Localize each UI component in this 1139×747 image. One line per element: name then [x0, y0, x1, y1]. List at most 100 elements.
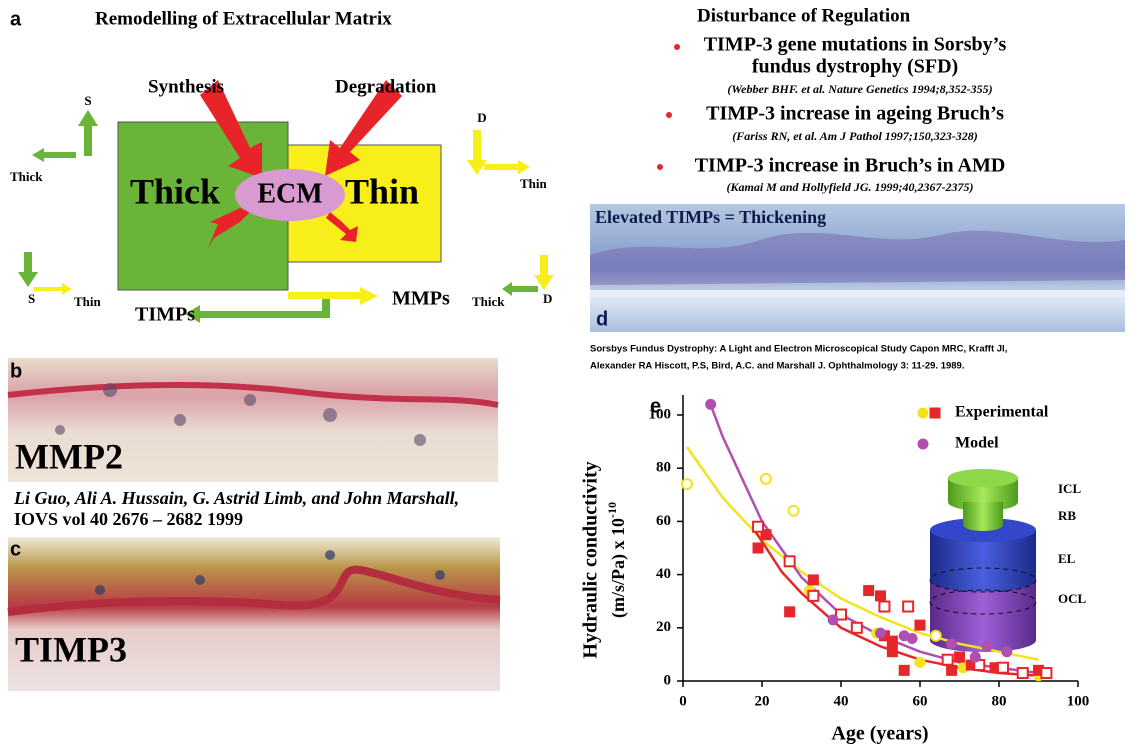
thick-label: Thick	[130, 171, 220, 211]
mmps-label: MMPs	[392, 288, 450, 310]
arrow	[18, 252, 38, 287]
s-label: S	[84, 93, 91, 108]
image-caption: Elevated TIMPs = Thickening	[595, 207, 826, 227]
y-axis-label: (m/s/Pa) x 10	[608, 518, 629, 618]
data-point	[808, 575, 818, 585]
data-point	[789, 506, 799, 516]
arrow	[484, 160, 530, 174]
data-point	[947, 639, 957, 649]
arrow	[32, 148, 76, 162]
data-point	[982, 641, 992, 651]
x-tick-label: 80	[992, 693, 1007, 709]
panel-e: e Age (years) Hydraulic conductivity (m/…	[580, 395, 1090, 745]
x-tick-label: 60	[913, 693, 928, 709]
data-point	[1018, 668, 1028, 678]
data-point	[879, 602, 889, 612]
y-tick-label: 20	[656, 619, 671, 635]
bullet-text: TIMP-3 gene mutations in Sorsby’s	[704, 34, 1007, 56]
panel-label: d	[596, 308, 608, 330]
s-label: S	[28, 291, 35, 306]
data-point	[887, 636, 897, 646]
data-point	[706, 399, 716, 409]
bullet	[666, 112, 672, 118]
bullet-text: fundus dystrophy (SFD)	[752, 56, 958, 78]
data-point	[1041, 668, 1051, 678]
data-point	[998, 663, 1008, 673]
reference: (Webber BHF. et al. Nature Genetics 1994…	[727, 82, 992, 96]
data-point	[899, 665, 909, 675]
data-point	[808, 591, 818, 601]
data-point	[753, 522, 763, 532]
data-point	[753, 543, 763, 553]
arrow	[78, 110, 98, 156]
legend-label: Model	[955, 435, 999, 452]
inset-label: OCL	[1058, 591, 1087, 606]
data-point	[785, 607, 795, 617]
panel-label: a	[10, 8, 22, 30]
reference: (Kamai M and Hollyfield JG. 1999;40,2367…	[727, 180, 974, 194]
citation: Li Guo, Ali A. Hussain, G. Astrid Limb, …	[13, 488, 459, 508]
y-axis-label: (m/s/Pa) x 10-10	[605, 502, 629, 618]
thin-label-small: Thin	[74, 294, 102, 309]
data-point	[943, 655, 953, 665]
data-point	[761, 474, 771, 484]
data-point	[785, 556, 795, 566]
data-point	[1002, 647, 1012, 657]
inset-label: RB	[1058, 508, 1076, 523]
data-point	[903, 602, 913, 612]
bullet-text: TIMP-3 increase in ageing Bruch’s	[706, 103, 1004, 125]
panel-c: c TIMP3	[8, 537, 500, 691]
y-tick-label: 100	[649, 406, 672, 422]
data-point	[931, 631, 941, 641]
d-label: D	[543, 291, 552, 306]
data-point	[852, 623, 862, 633]
tissue	[590, 290, 1125, 298]
degradation-label: Degradation	[335, 76, 437, 97]
legend-label: Experimental	[955, 404, 1049, 421]
data-point	[918, 439, 928, 449]
x-axis-label: Age (years)	[831, 723, 928, 745]
reference: (Fariss RN, et al. Am J Pathol 1997;150,…	[732, 129, 978, 143]
x-tick-label: 100	[1067, 693, 1090, 709]
data-point	[930, 408, 940, 418]
thick-label-small: Thick	[10, 169, 43, 184]
arrow	[288, 287, 378, 305]
panel-label: c	[10, 538, 21, 560]
panel-d: Disturbance of Regulation TIMP-3 gene mu…	[590, 5, 1125, 371]
citation: Sorsbys Fundus Dystrophy: A Light and El…	[590, 344, 1007, 355]
y-tick-label: 0	[664, 672, 672, 688]
y-tick-label: 40	[656, 566, 671, 582]
data-point	[955, 652, 965, 662]
panel-title: Disturbance of Regulation	[697, 5, 911, 26]
data-point	[864, 586, 874, 596]
thin-label-small: Thin	[520, 176, 548, 191]
bullet-text: TIMP-3 increase in Bruch’s in AMD	[695, 155, 1006, 177]
data-point	[915, 620, 925, 630]
data-point	[876, 628, 886, 638]
inset-label: EL	[1058, 551, 1076, 566]
panel-label: b	[10, 360, 22, 382]
bullet	[674, 44, 680, 50]
data-point	[876, 591, 886, 601]
data-point	[918, 408, 928, 418]
inset-diagram	[930, 469, 1036, 652]
data-point	[915, 657, 925, 667]
data-point	[682, 479, 692, 489]
ecm-label: ECM	[257, 178, 322, 209]
citation: IOVS vol 40 2676 – 2682 1999	[14, 509, 243, 529]
bullet	[657, 164, 663, 170]
timps-label: TIMPs	[135, 304, 195, 326]
panel-title: Remodelling of Extracellular Matrix	[95, 8, 392, 29]
y-axis-label: Hydraulic conductivity	[580, 461, 602, 658]
y-tick-label: 60	[656, 513, 671, 529]
image-label: MMP2	[15, 436, 123, 476]
data-point	[828, 615, 838, 625]
x-tick-label: 40	[834, 693, 849, 709]
data-point	[947, 665, 957, 675]
figure: a Remodelling of Extracellular Matrix Th…	[0, 0, 1139, 747]
y-tick-label: 80	[656, 460, 671, 476]
synthesis-label: Synthesis	[148, 76, 224, 97]
data-point	[907, 633, 917, 643]
citation: Alexander RA Hiscott, P.S, Bird, A.C. an…	[590, 361, 964, 372]
arrow	[502, 282, 538, 296]
